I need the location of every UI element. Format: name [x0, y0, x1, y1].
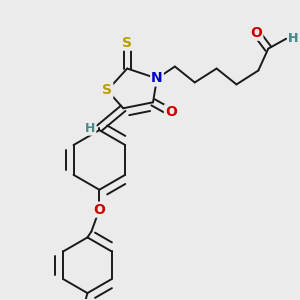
Text: O: O — [165, 105, 177, 119]
Text: H: H — [288, 32, 298, 45]
Text: O: O — [250, 26, 262, 40]
Text: S: S — [122, 36, 132, 50]
Text: N: N — [151, 71, 163, 85]
Text: H: H — [288, 32, 298, 45]
Text: H: H — [85, 122, 95, 135]
Text: S: S — [102, 83, 112, 98]
Text: O: O — [93, 202, 105, 217]
